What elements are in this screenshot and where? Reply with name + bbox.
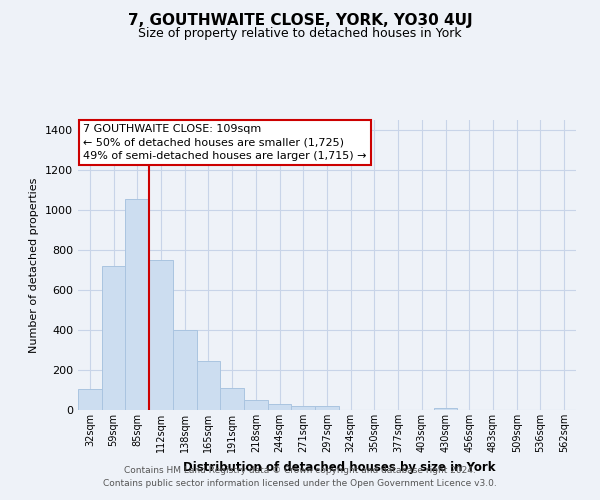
Bar — [78, 389, 102, 410]
Bar — [149, 260, 173, 410]
Bar — [102, 266, 125, 410]
Bar — [244, 400, 268, 410]
Bar — [197, 361, 220, 410]
Bar — [125, 199, 149, 410]
Text: Size of property relative to detached houses in York: Size of property relative to detached ho… — [138, 28, 462, 40]
Bar — [315, 406, 339, 410]
Text: Distribution of detached houses by size in York: Distribution of detached houses by size … — [183, 461, 495, 474]
Bar — [434, 408, 457, 410]
Text: Contains HM Land Registry data © Crown copyright and database right 2024.
Contai: Contains HM Land Registry data © Crown c… — [103, 466, 497, 487]
Bar — [292, 406, 315, 410]
Text: 7 GOUTHWAITE CLOSE: 109sqm
← 50% of detached houses are smaller (1,725)
49% of s: 7 GOUTHWAITE CLOSE: 109sqm ← 50% of deta… — [83, 124, 367, 161]
Bar — [220, 388, 244, 410]
Text: 7, GOUTHWAITE CLOSE, YORK, YO30 4UJ: 7, GOUTHWAITE CLOSE, YORK, YO30 4UJ — [128, 12, 472, 28]
Bar — [268, 404, 292, 410]
Y-axis label: Number of detached properties: Number of detached properties — [29, 178, 40, 352]
Bar — [173, 330, 197, 410]
